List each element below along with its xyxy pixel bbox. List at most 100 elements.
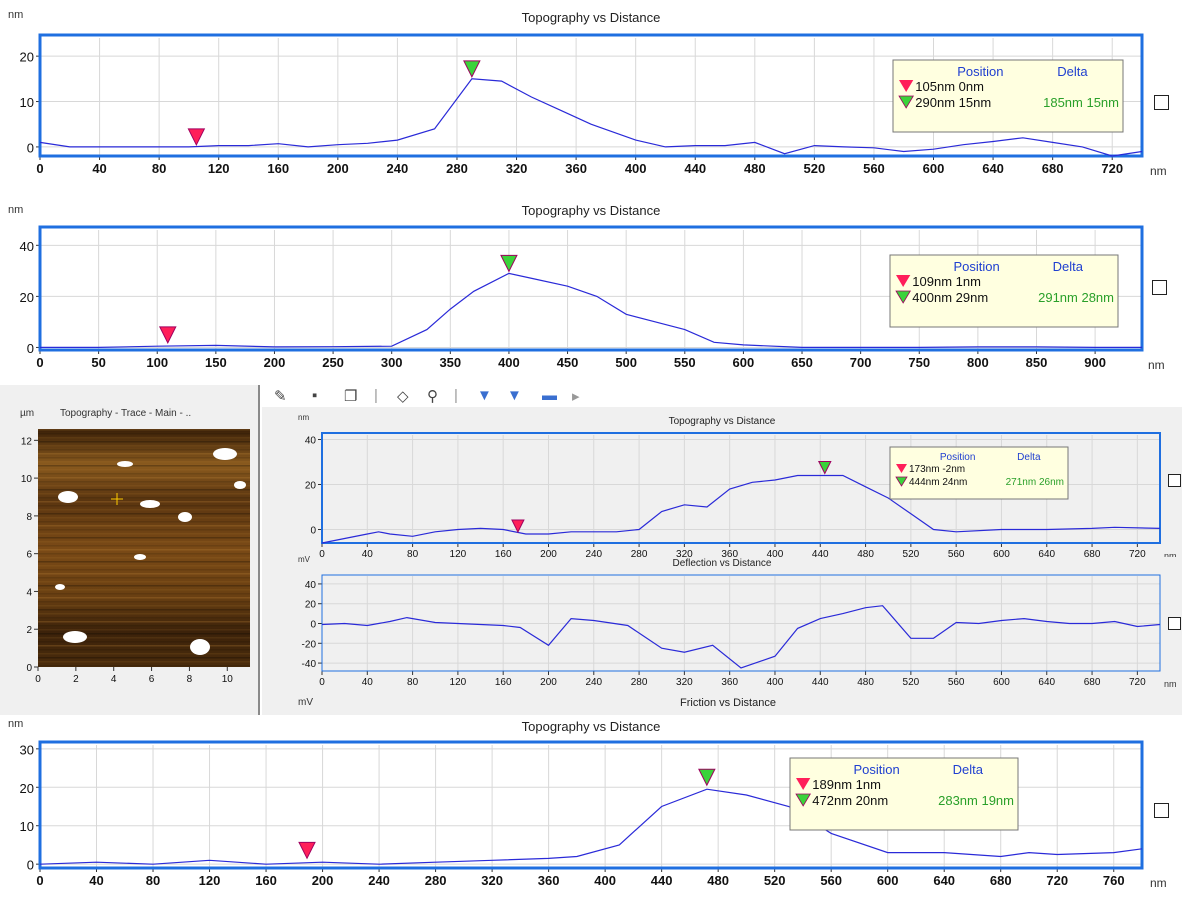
afm-scan-line [38,661,250,663]
x-tick-label: 0 [36,355,43,370]
marker-green[interactable] [698,768,716,787]
profile-line [321,605,1161,669]
x-tick-label: 0 [319,677,325,688]
afm-scan-line [38,577,250,579]
afm-scan-line [38,545,250,547]
more-icon[interactable]: ▸ [572,388,580,405]
x-tick-label: 640 [1038,549,1055,557]
x-tick-label: 400 [498,355,520,370]
y-tick-label: 10 [20,819,34,834]
afm-scan-line [38,609,250,611]
chart-1-checkbox[interactable] [1154,95,1169,110]
afm-scan-line [38,433,250,435]
x-tick-label: 400 [767,677,784,688]
y-unit-label: nm [8,204,23,216]
x-tick-label: 150 [205,355,227,370]
x-tick-label: 320 [506,161,528,176]
x-tick-label: 680 [1042,161,1064,176]
x-tick-label: 120 [450,677,467,688]
marker-red[interactable] [187,128,206,147]
x-tick-label: 280 [631,677,648,688]
marker-red[interactable] [298,841,316,860]
afm-scan-line [38,441,250,443]
marker-green[interactable] [500,254,518,273]
afm-scan-line [38,605,250,607]
marker-red[interactable] [511,519,525,534]
y-tick-label: -40 [302,659,317,670]
pencil-icon[interactable]: ✎ [274,388,287,405]
afm-crosshair[interactable] [111,493,123,505]
zoom-icon[interactable]: ⚲ [427,388,438,405]
marker-tool-icon[interactable]: ▼ [477,387,492,404]
afm-scan-line [38,565,250,567]
x-tick-label: 0 [36,873,43,888]
chart-4-checkbox[interactable] [1154,803,1169,818]
y-tick-label: -20 [302,639,317,650]
y-tick-label: 20 [20,290,34,305]
profile-line [40,272,1142,348]
cursor-icon[interactable]: ◇ [397,388,409,405]
x-tick-label: 250 [322,355,344,370]
toolbar-separator: | [374,387,378,404]
afm-scan-line [38,533,250,535]
marker-green[interactable] [817,461,832,475]
y-tick-label: 0 [27,140,34,155]
image-x-axis: 0 2 4 6 8 10 [35,667,233,685]
afm-scan-line [38,429,250,431]
afm-scan-line [38,537,250,539]
image-x-tick-label: 10 [222,674,234,685]
x-tick-label: 400 [625,161,647,176]
afm-scan-line [38,485,250,487]
legend-delta-value: 271nm 26nm [1006,477,1064,488]
y-tick-label: 20 [20,781,34,796]
x-tick-label: 440 [812,549,829,557]
chart-3-checkbox[interactable] [1168,474,1181,487]
marker-green[interactable] [463,60,481,78]
y-unit-label: nm [298,413,309,422]
afm-scan-line [38,489,250,491]
afm-scan-line [38,569,250,571]
afm-image[interactable] [38,429,250,667]
panel-splitter[interactable] [258,385,260,715]
image-y-tick-label: 12 [21,436,33,447]
marker-delta-icon[interactable]: ▼ [507,387,522,404]
x-tick-label: 720 [1129,549,1146,557]
x-tick-label: 40 [89,873,103,888]
image-y-tick-label: 4 [26,587,32,598]
deflection-checkbox[interactable] [1168,617,1181,630]
afm-scan-line [38,529,250,531]
y-tick-label: 10 [20,95,34,110]
profile-line [321,474,1161,544]
afm-scan-line [38,525,250,527]
y-tick-label: 20 [305,600,317,611]
save-icon[interactable]: ▪ [312,387,318,404]
x-tick-label: 680 [1084,677,1101,688]
image-y-axis: 0 2 4 6 8 10 12 [21,436,38,674]
image-x-tick-label: 4 [111,674,117,685]
x-tick-label: 560 [948,677,965,688]
x-tick-label: 120 [208,161,230,176]
afm-scan-line [38,637,250,639]
y-tick-label: 30 [20,742,34,757]
afm-scan-line [38,613,250,615]
x-tick-label: 720 [1129,677,1146,688]
afm-scan-line [38,617,250,619]
x-tick-label: 40 [92,161,106,176]
afm-scan-line [38,461,250,463]
x-tick-label: 440 [812,677,829,688]
ruler-icon[interactable]: ▬ [542,387,557,404]
afm-scan-line [38,625,250,627]
marker-red[interactable] [158,326,177,345]
chart-2-checkbox[interactable] [1152,280,1167,295]
legend-row-2: 400nm 29nm [912,290,988,305]
x-tick-label: 520 [804,161,826,176]
copy-icon[interactable]: ❐ [344,388,358,405]
image-y-tick-label: 2 [26,625,32,636]
chart-frame [321,432,1161,544]
image-unit-label: µm [20,408,34,419]
